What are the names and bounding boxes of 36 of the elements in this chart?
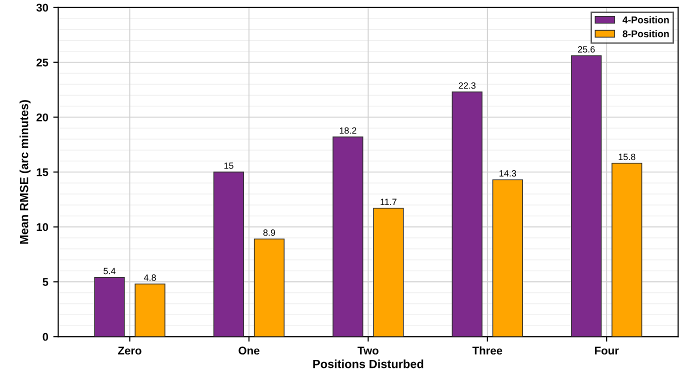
x-tick-label: One	[238, 346, 260, 355]
bar	[254, 238, 285, 337]
data-label: 8.9	[263, 229, 276, 236]
y-tick-label: 15	[36, 168, 48, 176]
data-label: 4.8	[144, 274, 156, 281]
bar	[571, 55, 602, 337]
data-label: 15.8	[618, 154, 636, 160]
legend-label: 4-Position	[622, 16, 669, 24]
bar	[134, 284, 166, 337]
data-label: 25.6	[578, 46, 595, 53]
data-label: 22.3	[458, 82, 476, 89]
y-tick-label: 25	[36, 58, 48, 66]
data-label: 5.4	[104, 268, 116, 274]
legend-label: 8-Position	[622, 30, 669, 38]
bar	[332, 136, 364, 337]
bar	[94, 276, 125, 337]
data-label: 14.3	[500, 170, 516, 177]
y-tick-label: 20	[36, 113, 48, 122]
y-tick-label: 30	[36, 4, 48, 12]
data-label: 15	[224, 162, 234, 169]
bar	[492, 179, 523, 337]
bar	[612, 162, 642, 337]
y-axis-title: Mean RMSE (arc minutes)	[20, 100, 31, 244]
x-tick-label: Four	[595, 346, 619, 355]
y-tick-label: 5	[42, 278, 48, 286]
x-tick-label: Zero	[118, 346, 142, 355]
bar	[373, 208, 404, 337]
data-label: 11.7	[380, 198, 396, 205]
y-tick-label: 0	[42, 332, 48, 341]
data-label: 18.2	[340, 127, 356, 134]
x-tick-label: Two	[358, 346, 378, 355]
bar	[213, 172, 244, 337]
x-axis-title: Positions Disturbed	[313, 360, 424, 368]
x-tick-label: Three	[472, 346, 502, 355]
bar	[452, 92, 482, 337]
y-tick-label: 10	[36, 223, 48, 232]
